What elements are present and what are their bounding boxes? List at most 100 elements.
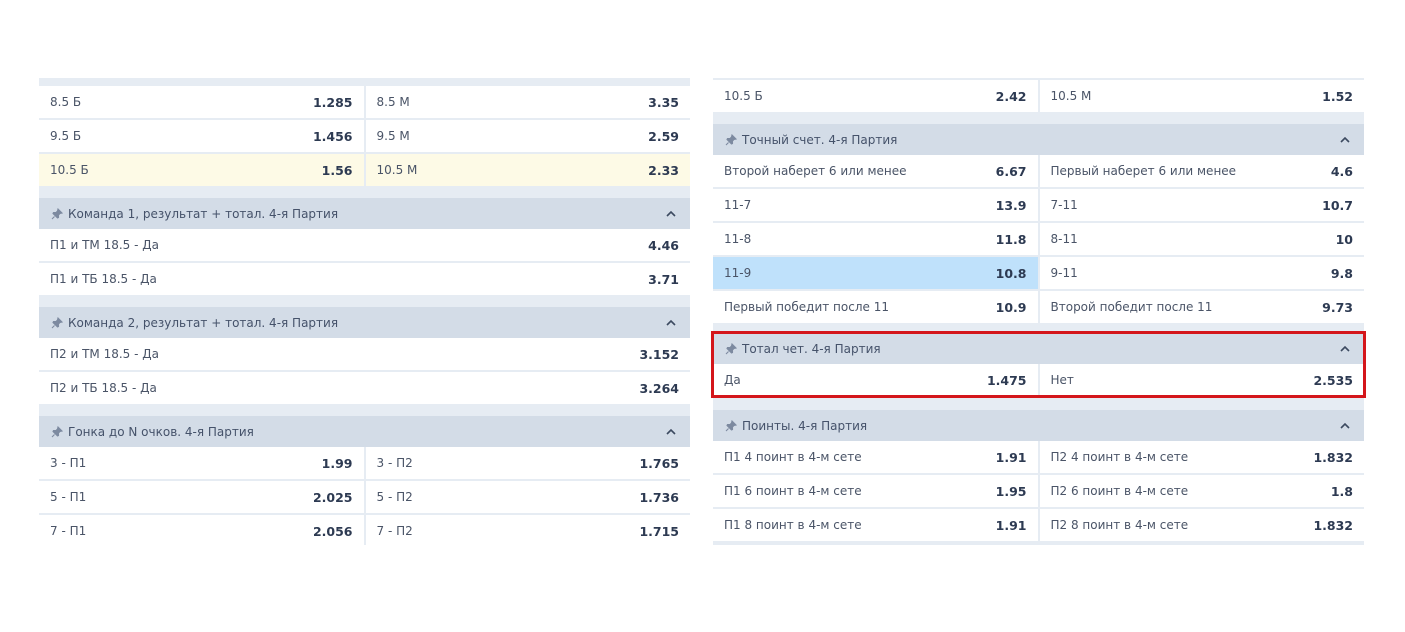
pin-icon[interactable] bbox=[725, 133, 737, 146]
odd-cell[interactable]: П2 8 поинт в 4-м сете 1.832 bbox=[1039, 509, 1364, 541]
odd-cell[interactable]: 7 - П1 2.056 bbox=[39, 515, 364, 547]
odd-value: 1.91 bbox=[995, 517, 1027, 533]
odd-value: 1.52 bbox=[1322, 88, 1353, 104]
odd-value: 2.33 bbox=[648, 162, 679, 178]
odd-cell[interactable]: 10.5 М 1.52 bbox=[1039, 80, 1364, 112]
market-row: Первый победит после 11 10.9 Второй побед… bbox=[713, 291, 1364, 323]
chevron-up-icon[interactable] bbox=[1338, 419, 1352, 433]
outcome-label: Первый победит после 11 bbox=[724, 300, 889, 314]
odd-cell-hovered[interactable]: 11-9 10.8 bbox=[713, 257, 1038, 289]
odd-cell[interactable]: П2 и ТБ 18.5 - Да 3.264 bbox=[39, 372, 690, 404]
odd-cell[interactable]: П1 и ТБ 18.5 - Да 3.71 bbox=[39, 263, 690, 295]
market-header[interactable]: Тотал чет. 4-я Партия bbox=[713, 333, 1364, 364]
odd-value: 4.46 bbox=[648, 237, 679, 253]
pin-icon[interactable] bbox=[51, 207, 63, 220]
odd-value: 1.736 bbox=[639, 489, 679, 505]
odd-cell[interactable]: 9.5 Б 1.456 bbox=[39, 120, 364, 152]
market-row: Да 1.475 Нет 2.535 bbox=[713, 364, 1364, 396]
odd-cell[interactable]: Второй наберет 6 или менее 6.67 bbox=[713, 155, 1038, 187]
market-header[interactable]: Команда 2, результат + тотал. 4-я Партия bbox=[39, 307, 690, 338]
odd-value: 1.456 bbox=[312, 128, 353, 144]
odd-cell[interactable]: П1 4 поинт в 4-м сете 1.91 bbox=[713, 441, 1038, 473]
market-block-team2: Команда 2, результат + тотал. 4-я Партия… bbox=[39, 307, 690, 404]
outcome-label: П1 8 поинт в 4-м сете bbox=[724, 518, 862, 532]
outcome-label: 8-11 bbox=[1050, 232, 1078, 246]
odd-cell[interactable]: Да 1.475 bbox=[713, 364, 1038, 396]
pin-icon[interactable] bbox=[51, 425, 63, 438]
market-row: 7 - П1 2.056 7 - П2 1.715 bbox=[39, 515, 690, 547]
odd-cell[interactable]: П1 6 поинт в 4-м сете 1.95 bbox=[713, 475, 1038, 507]
odd-value: 1.832 bbox=[1313, 449, 1353, 465]
odd-cell[interactable]: Первый победит после 11 10.9 bbox=[713, 291, 1038, 323]
pin-icon[interactable] bbox=[725, 419, 737, 432]
market-header[interactable]: Команда 1, результат + тотал. 4-я Партия bbox=[39, 198, 690, 229]
chevron-up-icon[interactable] bbox=[664, 425, 678, 439]
chevron-up-icon[interactable] bbox=[1338, 133, 1352, 147]
odd-cell[interactable]: 3 - П1 1.99 bbox=[39, 447, 364, 479]
odd-cell[interactable]: 3 - П2 1.765 bbox=[365, 447, 690, 479]
market-row: 10.5 Б 2.42 10.5 М 1.52 bbox=[713, 80, 1364, 112]
odd-value: 1.765 bbox=[639, 455, 679, 471]
market-block-total-even-highlighted: Тотал чет. 4-я Партия Да 1.475 Нет 2.535 bbox=[711, 331, 1366, 398]
odd-cell[interactable]: Второй победит после 11 9.73 bbox=[1039, 291, 1364, 323]
odd-cell[interactable]: П2 4 поинт в 4-м сете 1.832 bbox=[1039, 441, 1364, 473]
outcome-label: 11-9 bbox=[724, 266, 752, 280]
outcome-label: 11-7 bbox=[724, 198, 752, 212]
odd-value: 2.025 bbox=[312, 489, 353, 505]
odd-cell[interactable]: 9-11 9.8 bbox=[1039, 257, 1364, 289]
outcome-label: П1 и ТМ 18.5 - Да bbox=[50, 238, 159, 252]
odd-cell[interactable]: 5 - П1 2.025 bbox=[39, 481, 364, 513]
chevron-up-icon[interactable] bbox=[664, 316, 678, 330]
odd-value: 2.59 bbox=[648, 128, 679, 144]
pin-icon[interactable] bbox=[51, 316, 63, 329]
odd-cell[interactable]: 11-7 13.9 bbox=[713, 189, 1038, 221]
outcome-label: 3 - П2 bbox=[376, 456, 413, 470]
odd-cell[interactable]: Первый наберет 6 или менее 4.6 bbox=[1039, 155, 1364, 187]
market-row: П1 и ТМ 18.5 - Да 4.46 bbox=[39, 229, 690, 261]
odd-cell[interactable]: П2 и ТМ 18.5 - Да 3.152 bbox=[39, 338, 690, 370]
odd-value: 10.7 bbox=[1322, 197, 1353, 213]
outcome-label: 8.5 М bbox=[376, 95, 410, 109]
market-block-points: Поинты. 4-я Партия П1 4 поинт в 4-м сете… bbox=[713, 410, 1364, 541]
market-row: П1 8 поинт в 4-м сете 1.91 П2 8 поинт в 4… bbox=[713, 509, 1364, 541]
market-block-exact-score: Точный счет. 4-я Партия Второй наберет 6… bbox=[713, 124, 1364, 323]
odd-cell[interactable]: 5 - П2 1.736 bbox=[365, 481, 690, 513]
odd-value: 10 bbox=[1335, 231, 1353, 247]
odd-value: 3.264 bbox=[639, 380, 679, 396]
odd-cell[interactable]: Нет 2.535 bbox=[1039, 364, 1364, 396]
outcome-label: Нет bbox=[1050, 373, 1074, 387]
market-row: П1 6 поинт в 4-м сете 1.95 П2 6 поинт в 4… bbox=[713, 475, 1364, 507]
odd-cell[interactable]: П2 6 поинт в 4-м сете 1.8 bbox=[1039, 475, 1364, 507]
market-header[interactable]: Гонка до N очков. 4-я Партия bbox=[39, 416, 690, 447]
odd-cell[interactable]: П1 8 поинт в 4-м сете 1.91 bbox=[713, 509, 1038, 541]
market-row: 11-8 11.8 8-11 10 bbox=[713, 223, 1364, 255]
odd-cell-selected[interactable]: 10.5 М 2.33 bbox=[365, 154, 690, 186]
odd-cell[interactable]: 8-11 10 bbox=[1039, 223, 1364, 255]
odd-cell[interactable]: 11-8 11.8 bbox=[713, 223, 1038, 255]
chevron-up-icon[interactable] bbox=[664, 207, 678, 221]
outcome-label: П2 8 поинт в 4-м сете bbox=[1050, 518, 1189, 532]
market-row: 8.5 Б 1.285 8.5 М 3.35 bbox=[39, 86, 690, 118]
market-header[interactable]: Точный счет. 4-я Партия bbox=[713, 124, 1364, 155]
odd-value: 2.535 bbox=[1313, 372, 1353, 388]
chevron-up-icon[interactable] bbox=[1338, 342, 1352, 356]
odd-cell-selected[interactable]: 10.5 Б 1.56 bbox=[39, 154, 364, 186]
outcome-label: 3 - П1 bbox=[50, 456, 87, 470]
market-row: П2 и ТМ 18.5 - Да 3.152 bbox=[39, 338, 690, 370]
odd-cell[interactable]: 7-11 10.7 bbox=[1039, 189, 1364, 221]
market-row: 5 - П1 2.025 5 - П2 1.736 bbox=[39, 481, 690, 513]
outcome-label: П2 4 поинт в 4-м сете bbox=[1050, 450, 1189, 464]
odd-cell[interactable]: 10.5 Б 2.42 bbox=[713, 80, 1038, 112]
outcome-label: 10.5 Б bbox=[724, 89, 763, 103]
outcome-label: 7 - П1 bbox=[50, 524, 87, 538]
odd-cell[interactable]: 8.5 Б 1.285 bbox=[39, 86, 364, 118]
odd-cell[interactable]: 7 - П2 1.715 bbox=[365, 515, 690, 547]
odd-value: 1.99 bbox=[321, 455, 353, 471]
market-row: Второй наберет 6 или менее 6.67 Первый на… bbox=[713, 155, 1364, 187]
odd-cell[interactable]: П1 и ТМ 18.5 - Да 4.46 bbox=[39, 229, 690, 261]
odd-cell[interactable]: 9.5 М 2.59 bbox=[365, 120, 690, 152]
odd-cell[interactable]: 8.5 М 3.35 bbox=[365, 86, 690, 118]
odd-value: 4.6 bbox=[1330, 163, 1353, 179]
market-header[interactable]: Поинты. 4-я Партия bbox=[713, 410, 1364, 441]
pin-icon[interactable] bbox=[725, 342, 737, 355]
